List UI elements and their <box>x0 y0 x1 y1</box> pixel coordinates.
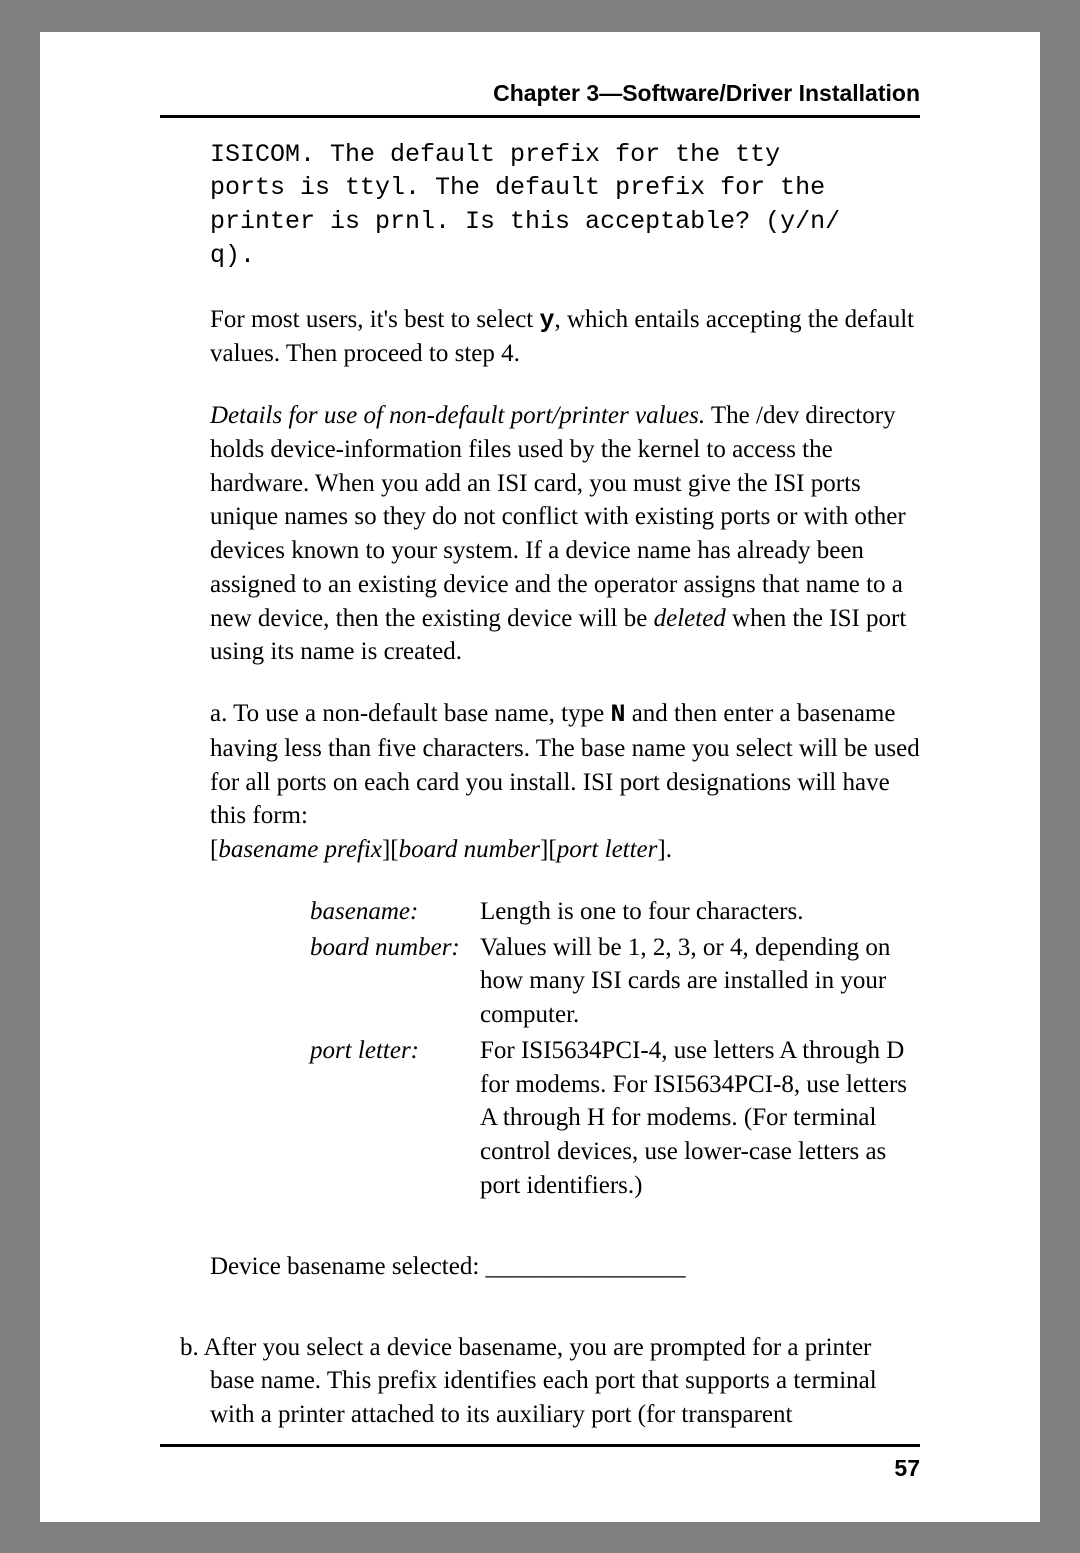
paragraph-3-format: [basename prefix][board number][port let… <box>210 833 920 867</box>
lead-italic: Details for use of non-default port/prin… <box>210 402 705 429</box>
format-term: port letter <box>557 836 658 863</box>
code-line: printer is prnl. Is this acceptable? (y/… <box>210 205 920 239</box>
paragraph-3: a. To use a non-default base name, type … <box>210 697 920 833</box>
deleted-italic: deleted <box>654 605 726 632</box>
code-line: ISICOM. The default prefix for the tty <box>210 138 920 172</box>
def-row-basename: basename: Length is one to four characte… <box>310 895 920 929</box>
bracket: ][ <box>540 836 557 863</box>
key-y: y <box>539 306 554 335</box>
format-term: basename prefix <box>218 836 382 863</box>
bracket: ][ <box>382 836 399 863</box>
key-n: N <box>610 700 625 729</box>
bottom-rule <box>160 1444 920 1447</box>
def-desc: Length is one to four characters. <box>480 895 920 929</box>
header-title: Chapter 3—Software/Driver Installation <box>493 80 920 106</box>
text: For most users, it's best to select <box>210 306 539 333</box>
chapter-header: Chapter 3—Software/Driver Installation <box>160 80 920 118</box>
text: The /dev directory holds device-informat… <box>210 402 906 632</box>
document-page: Chapter 3—Software/Driver Installation I… <box>40 32 1040 1522</box>
code-line: q). <box>210 239 920 273</box>
def-term: port letter: <box>310 1034 480 1203</box>
bracket: ]. <box>657 836 672 863</box>
def-term: basename: <box>310 895 480 929</box>
para-b-text: b. After you select a device basename, y… <box>210 1331 920 1432</box>
paragraph-2: Details for use of non-default port/prin… <box>210 399 920 669</box>
def-row-boardnum: board number: Values will be 1, 2, 3, or… <box>310 931 920 1032</box>
paragraph-b: b. After you select a device basename, y… <box>160 1331 920 1432</box>
definition-list: basename: Length is one to four characte… <box>310 895 920 1203</box>
page-number: 57 <box>894 1455 920 1482</box>
format-term: board number <box>399 836 540 863</box>
code-line: ports is ttyl. The default prefix for th… <box>210 171 920 205</box>
def-desc: For ISI5634PCI-4, use letters A through … <box>480 1034 920 1203</box>
paragraph-1: For most users, it's best to select y, w… <box>210 303 920 372</box>
device-basename-blank: Device basename selected: ______________… <box>210 1253 920 1281</box>
def-term: board number: <box>310 931 480 1032</box>
def-desc: Values will be 1, 2, 3, or 4, depending … <box>480 931 920 1032</box>
code-block: ISICOM. The default prefix for the tty p… <box>210 138 920 273</box>
text: a. To use a non-default base name, type <box>210 700 610 727</box>
blank-label: Device basename selected: ______________… <box>210 1253 686 1280</box>
def-row-portletter: port letter: For ISI5634PCI-4, use lette… <box>310 1034 920 1203</box>
